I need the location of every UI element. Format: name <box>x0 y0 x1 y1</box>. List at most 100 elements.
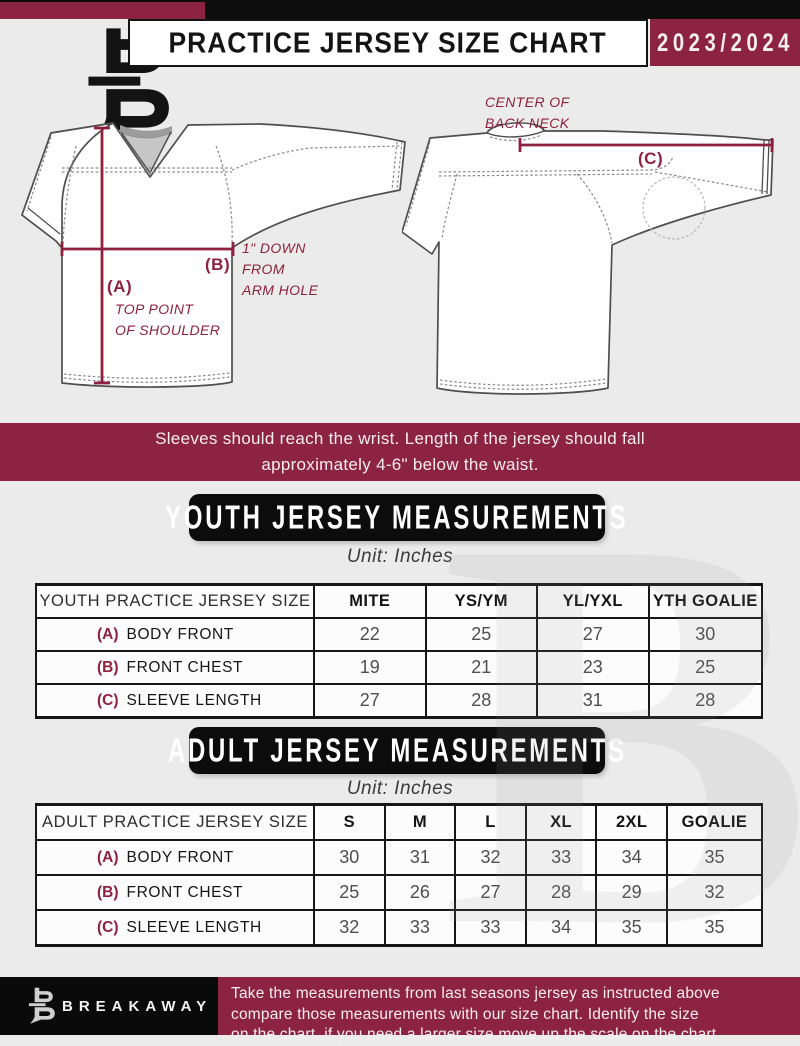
measurement-line-a <box>94 126 110 385</box>
adult-table-header-row: ADULT PRACTICE JERSEY SIZE S M L XL 2XL … <box>37 806 761 841</box>
youth-row-sleeve-length: (C) SLEEVE LENGTH 27 28 31 28 <box>37 685 761 716</box>
front-label-b-text: 1" DOWN FROM ARM HOLE <box>242 240 319 298</box>
cell-value: 33 <box>386 911 457 944</box>
jersey-back-diagram <box>402 122 774 395</box>
cell-value: 25 <box>695 657 716 677</box>
measurement-line-b <box>60 242 235 256</box>
row-name: BODY FRONT <box>126 625 234 643</box>
front-left-cuff <box>27 207 61 235</box>
adult-size-col-l: L <box>456 806 527 839</box>
cell-value: 32 <box>704 882 725 902</box>
youth-section-heading: YOUTH JERSEY MEASUREMENTS <box>165 494 626 541</box>
cell-value: 30 <box>315 841 386 874</box>
measurement-line-c <box>518 138 774 152</box>
youth-size-col-mite: MITE <box>315 586 427 617</box>
cell-value: 31 <box>538 685 650 716</box>
season-label: 2023/2024 <box>656 27 794 57</box>
youth-size-col-ylyxl: YL/YXL <box>538 586 650 617</box>
back-label-c-tag: (C) <box>638 149 664 168</box>
back-seams <box>405 134 769 390</box>
back-collar <box>485 122 545 138</box>
adult-table-corner-header: ADULT PRACTICE JERSEY SIZE <box>37 806 315 839</box>
adult-size-col-goalie: GOALIE <box>681 813 748 831</box>
youth-table-header-row: YOUTH PRACTICE JERSEY SIZE MITE YS/YM YL… <box>37 586 761 619</box>
row-tag: (B) <box>97 883 119 901</box>
front-seams <box>26 136 403 383</box>
row-label: (B) FRONT CHEST <box>37 876 315 909</box>
front-collar-inner-back <box>120 125 172 139</box>
page-title: PRACTICE JERSEY SIZE CHART <box>168 26 608 59</box>
row-name: FRONT CHEST <box>126 883 244 901</box>
front-collar-band <box>120 131 172 175</box>
row-name: SLEEVE LENGTH <box>126 691 262 709</box>
row-label: (C) SLEEVE LENGTH <box>37 685 315 716</box>
cell-value: 33 <box>456 911 527 944</box>
adult-row-body-front: (A) BODY FRONT 30 31 32 33 34 35 <box>37 841 761 876</box>
season-badge: 2023/2024 <box>650 19 800 66</box>
cell-value: 27 <box>538 619 650 650</box>
adult-heading-text: ADULT JERSEY MEASUREMENTS <box>167 730 627 770</box>
cell-value: 33 <box>527 841 598 874</box>
row-tag: (B) <box>97 658 119 676</box>
youth-unit-label: Unit: Inches <box>346 546 454 567</box>
cell-value: 28 <box>527 876 598 909</box>
back-label-c-text: CENTER OF BACK NECK <box>485 94 570 131</box>
cell-value: 32 <box>315 911 386 944</box>
row-label: (A) BODY FRONT <box>37 841 315 874</box>
front-label-a-tag: (A) <box>107 277 133 296</box>
cell-value: 28 <box>427 685 538 716</box>
cell-value: 25 <box>315 876 386 909</box>
youth-size-col-ysym: YS/YM <box>427 586 538 617</box>
row-name: FRONT CHEST <box>126 658 244 676</box>
cell-value: 25 <box>427 619 538 650</box>
youth-heading-text: YOUTH JERSEY MEASUREMENTS <box>165 497 629 537</box>
breakaway-b-logo-small-icon <box>26 986 56 1024</box>
cell-value: 23 <box>538 652 650 683</box>
footer-instructions-panel: Take the measurements from last seasons … <box>218 977 800 1043</box>
header-top-accent-strip <box>0 2 205 19</box>
cell-value: 34 <box>597 841 668 874</box>
row-name: SLEEVE LENGTH <box>126 918 262 936</box>
youth-size-col-goalie: YTH GOALIE <box>652 592 758 610</box>
footer-brand-name: BREAKAWAY <box>62 998 213 1015</box>
adult-size-col-xl: XL <box>527 806 598 839</box>
row-name: BODY FRONT <box>126 848 234 866</box>
row-tag: (C) <box>97 918 119 936</box>
cell-value: 22 <box>315 619 427 650</box>
front-label-b-tag: (B) <box>205 255 231 274</box>
youth-row-body-front: (A) BODY FRONT 22 25 27 30 <box>37 619 761 652</box>
adult-section-heading: ADULT JERSEY MEASUREMENTS <box>168 727 624 774</box>
row-label: (A) BODY FRONT <box>37 619 315 650</box>
cell-value: 32 <box>456 841 527 874</box>
cell-value: 28 <box>695 690 716 710</box>
cell-value: 27 <box>456 876 527 909</box>
footer-brand-panel: BREAKAWAY <box>0 977 218 1035</box>
adult-size-col-m: M <box>386 806 457 839</box>
youth-row-front-chest: (B) FRONT CHEST 19 21 23 25 <box>37 652 761 685</box>
row-tag: (A) <box>97 625 119 643</box>
adult-size-col-2xl: 2XL <box>597 806 668 839</box>
adult-size-table: ADULT PRACTICE JERSEY SIZE S M L XL 2XL … <box>35 803 763 947</box>
back-right-cuff <box>761 139 770 195</box>
jersey-front-diagram <box>21 122 406 388</box>
fit-notice-text: Sleeves should reach the wrist. Length o… <box>155 429 645 474</box>
row-label: (B) FRONT CHEST <box>37 652 315 683</box>
row-label: (C) SLEEVE LENGTH <box>37 911 315 944</box>
front-label-a-text: TOP POINT OF SHOULDER <box>115 301 221 338</box>
youth-size-table: YOUTH PRACTICE JERSEY SIZE MITE YS/YM YL… <box>35 583 763 719</box>
cell-value: 35 <box>704 917 725 937</box>
cell-value: 29 <box>597 876 668 909</box>
cell-value: 34 <box>527 911 598 944</box>
youth-table-corner-header: YOUTH PRACTICE JERSEY SIZE <box>37 586 315 617</box>
cell-value: 30 <box>695 624 716 644</box>
adult-row-front-chest: (B) FRONT CHEST 25 26 27 28 29 32 <box>37 876 761 911</box>
front-left-sleeve <box>21 122 114 249</box>
cell-value: 35 <box>597 911 668 944</box>
cell-value: 19 <box>315 652 427 683</box>
page-title-box: PRACTICE JERSEY SIZE CHART <box>128 19 648 67</box>
cell-value: 21 <box>427 652 538 683</box>
adult-size-col-s: S <box>315 806 386 839</box>
cell-value: 35 <box>704 847 725 867</box>
fit-notice-banner: Sleeves should reach the wrist. Length o… <box>0 423 800 481</box>
